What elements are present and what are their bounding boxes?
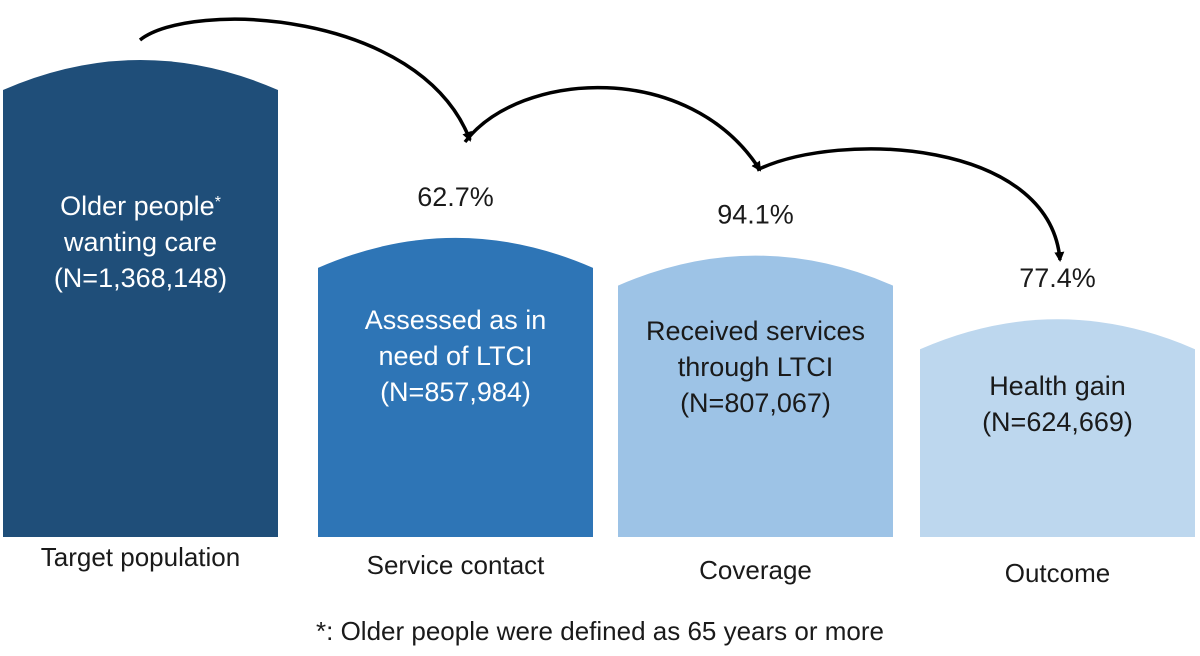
bar-label-target-population-1: Older people* — [60, 191, 221, 221]
bar-coverage — [618, 255, 893, 537]
category-label-outcome: Outcome — [1005, 558, 1111, 588]
labels-layer: Older people* wanting care (N=1,368,148) Ta… — [41, 182, 1133, 588]
category-label-coverage: Coverage — [699, 555, 812, 585]
bar-label-service-contact-2: need of LTCI — [378, 341, 532, 371]
bar-target-population — [3, 60, 278, 537]
bars-layer — [3, 60, 1195, 537]
bar-label-service-contact-3: (N=857,984) — [380, 377, 531, 407]
transition-rate-2: 94.1% — [717, 200, 794, 230]
category-label-target-population: Target population — [41, 542, 240, 572]
bar-outcome — [920, 319, 1195, 537]
category-label-service-contact: Service contact — [367, 550, 546, 580]
transition-rate-3: 77.4% — [1019, 263, 1096, 293]
transition-rate-1: 62.7% — [417, 182, 494, 212]
footnote: *: Older people were defined as 65 years… — [316, 616, 884, 646]
bar-label-target-population-2: wanting care — [63, 227, 217, 257]
bar-label-service-contact-1: Assessed as in — [365, 305, 547, 335]
bar-label-target-population-3: (N=1,368,148) — [54, 263, 227, 293]
bar-label-coverage-2: through LTCI — [678, 352, 834, 382]
bar-label-outcome-1: Health gain — [989, 371, 1126, 401]
transition-arrow-1 — [138, 17, 472, 142]
arrows-layer — [138, 17, 1065, 262]
bar-label-coverage-1: Received services — [646, 316, 865, 346]
footnote-marker: * — [215, 193, 221, 210]
bar-label-outcome-2: (N=624,669) — [982, 407, 1133, 437]
bar-service-contact — [318, 237, 593, 537]
bar-label-coverage-3: (N=807,067) — [680, 388, 831, 418]
transition-arrow-3 — [756, 147, 1065, 262]
transition-arrow-2 — [463, 86, 762, 172]
